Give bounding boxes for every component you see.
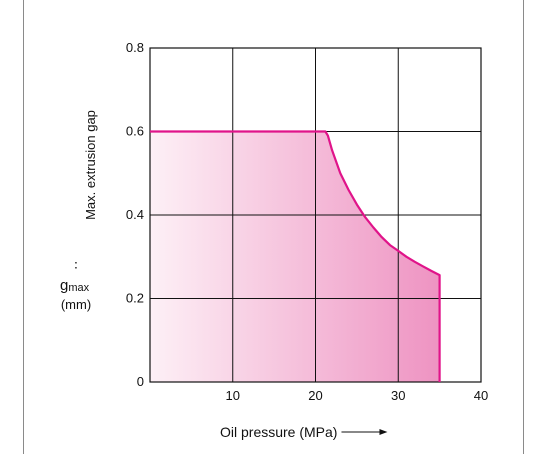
x-tick-label-20: 20 [308,388,322,403]
x-axis-label: Oil pressure (MPa) [220,424,337,440]
x-tick-label-10: 10 [226,388,240,403]
y-tick-label-0.2: 0.2 [126,291,144,306]
y-axis-symbol-subscript: max [68,282,89,294]
y-tick-label-0.8: 0.8 [126,40,144,55]
x-axis-arrow-head [379,429,388,435]
y-axis-unit: (mm) [61,297,91,312]
plot-border [149,47,482,383]
boundary-curve [150,130,441,382]
y-axis-symbol-g: g [60,277,68,294]
y-tick-label-0.4: 0.4 [126,207,144,222]
y-tick-label-0: 0 [137,374,144,389]
y-axis-label-separator: ∶ [74,258,77,273]
x-tick-label-40: 40 [474,388,488,403]
shaded-region [150,131,440,382]
y-axis-symbol: gmax [60,277,90,294]
x-tick-label-30: 30 [391,388,405,403]
y-tick-label-0.6: 0.6 [126,124,144,139]
chart-frame [23,0,524,454]
y-axis-label: Max. extrusion gap [83,110,98,220]
